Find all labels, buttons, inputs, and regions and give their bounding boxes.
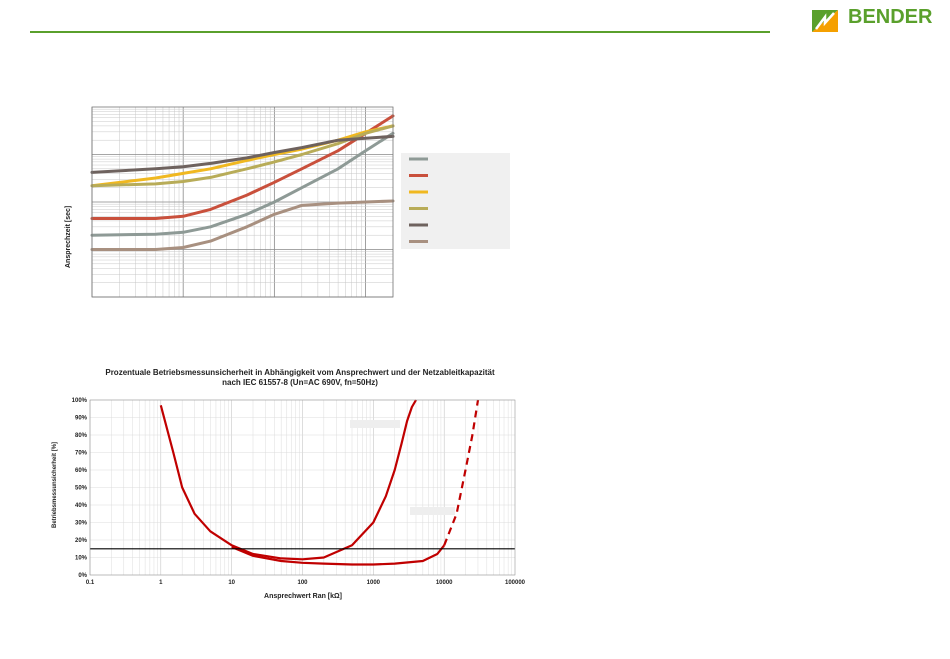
chart2-label-box-1 — [350, 420, 400, 428]
chart2-series-line-2 — [231, 544, 446, 566]
chart2-y-tick-label: 80% — [75, 433, 88, 439]
chart2-x-tick-label: 100000 — [505, 580, 526, 586]
logo-text: BENDER — [848, 6, 933, 28]
chart2-series-group — [90, 399, 515, 566]
chart1-legend — [409, 157, 428, 243]
chart1-series-line-6 — [90, 199, 395, 251]
chart1-y-axis-label: Ansprechzeit [sec] — [65, 206, 72, 268]
chart2-y-tick-label: 60% — [75, 468, 88, 474]
chart2-y-tick-label: 50% — [75, 486, 88, 492]
chart2-plot-frame — [89, 399, 516, 576]
chart2-label-box-2 — [410, 507, 455, 515]
chart2-x-tick-label: 100 — [297, 580, 308, 586]
chart2-x-tick-label: 10000 — [436, 580, 453, 586]
chart2-y-axis-label: Betriebsmessunsicherheit [%] — [52, 442, 58, 528]
chart2-y-tick-label: 70% — [75, 451, 88, 457]
chart2-x-tick-label: 0.1 — [86, 580, 95, 586]
chart1-series-line-3 — [90, 124, 395, 188]
chart2-y-tick-label: 10% — [75, 556, 88, 562]
chart2-ticks: 0.1 1 10 100 1000 10000 100000 0% 10% 20% 30% 40% 50… — [72, 398, 526, 586]
chart2-y-tick-label: 0% — [78, 573, 87, 579]
chart2-x-axis-label: Ansprechwert Ran [kΩ] — [264, 593, 342, 600]
chart1-plot-frame — [91, 106, 394, 298]
chart2-x-tick-label: 1 — [159, 580, 163, 586]
chart2-title: Prozentuale Betriebsmessunsicherheit in … — [105, 368, 495, 377]
chart2-y-tick-label: 100% — [72, 398, 88, 404]
chart2-series-line-3 — [443, 399, 480, 546]
chart1-series-group — [90, 114, 395, 251]
chart1-series-line-1 — [90, 131, 395, 237]
chart2-y-tick-label: 20% — [75, 538, 88, 544]
chart2-series-line-1 — [159, 399, 417, 561]
bender-logo-icon — [812, 10, 838, 32]
chart1-series-line-5 — [90, 134, 395, 174]
chart2-y-tick-label: 90% — [75, 416, 88, 422]
chart2-y-tick-label: 30% — [75, 521, 88, 527]
header-rule — [30, 31, 770, 33]
chart2-x-tick-label: 1000 — [367, 580, 381, 586]
chart2-y-tick-label: 40% — [75, 503, 88, 509]
chart2-x-tick-label: 10 — [228, 580, 235, 586]
chart1-series-line-2 — [90, 114, 395, 220]
logo-bolt — [815, 12, 835, 30]
chart1-legend-box — [401, 153, 510, 249]
chart2-subtitle: nach IEC 61557-8 (Un=AC 690V, fn=50Hz) — [222, 378, 378, 387]
